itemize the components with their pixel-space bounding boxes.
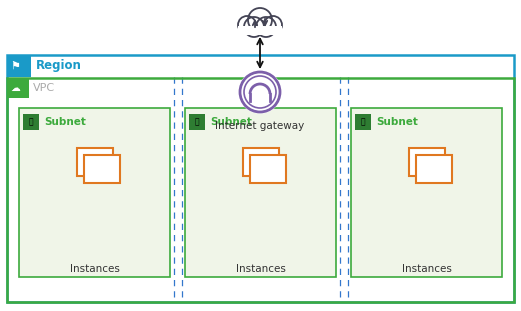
Circle shape [248, 8, 272, 32]
Bar [7, 78, 514, 302]
Text: Region: Region [36, 59, 82, 72]
Bar [185, 108, 336, 277]
Text: 🔒: 🔒 [361, 118, 365, 127]
Bar [7, 55, 514, 302]
Text: Subnet: Subnet [376, 117, 418, 127]
Bar [7, 55, 31, 77]
Circle shape [264, 16, 282, 34]
Text: Instances: Instances [235, 264, 286, 274]
Text: ☁: ☁ [10, 83, 20, 93]
Text: 🔒: 🔒 [29, 118, 33, 127]
FancyBboxPatch shape [250, 155, 286, 183]
Text: ⚑: ⚑ [10, 61, 20, 71]
Text: 🔒: 🔒 [195, 118, 200, 127]
Bar [351, 108, 502, 277]
Text: Instances: Instances [70, 264, 119, 274]
Circle shape [244, 17, 264, 37]
Text: Instances: Instances [402, 264, 451, 274]
Circle shape [256, 17, 276, 37]
Bar [19, 108, 170, 277]
Circle shape [239, 71, 281, 113]
FancyBboxPatch shape [408, 148, 444, 176]
FancyBboxPatch shape [83, 155, 119, 183]
Bar [355, 114, 371, 130]
Bar [238, 26, 282, 35]
Text: Subnet: Subnet [44, 117, 86, 127]
FancyBboxPatch shape [77, 148, 113, 176]
Circle shape [238, 16, 256, 34]
Bar [23, 114, 39, 130]
Text: Internet gateway: Internet gateway [215, 121, 305, 131]
FancyBboxPatch shape [416, 155, 452, 183]
Bar [189, 114, 205, 130]
Bar [7, 78, 29, 98]
Text: VPC: VPC [33, 83, 55, 93]
FancyBboxPatch shape [242, 148, 279, 176]
Text: Subnet: Subnet [210, 117, 252, 127]
